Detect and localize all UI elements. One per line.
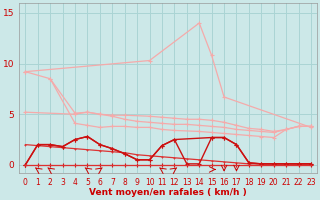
X-axis label: Vent moyen/en rafales ( km/h ): Vent moyen/en rafales ( km/h ) bbox=[89, 188, 247, 197]
